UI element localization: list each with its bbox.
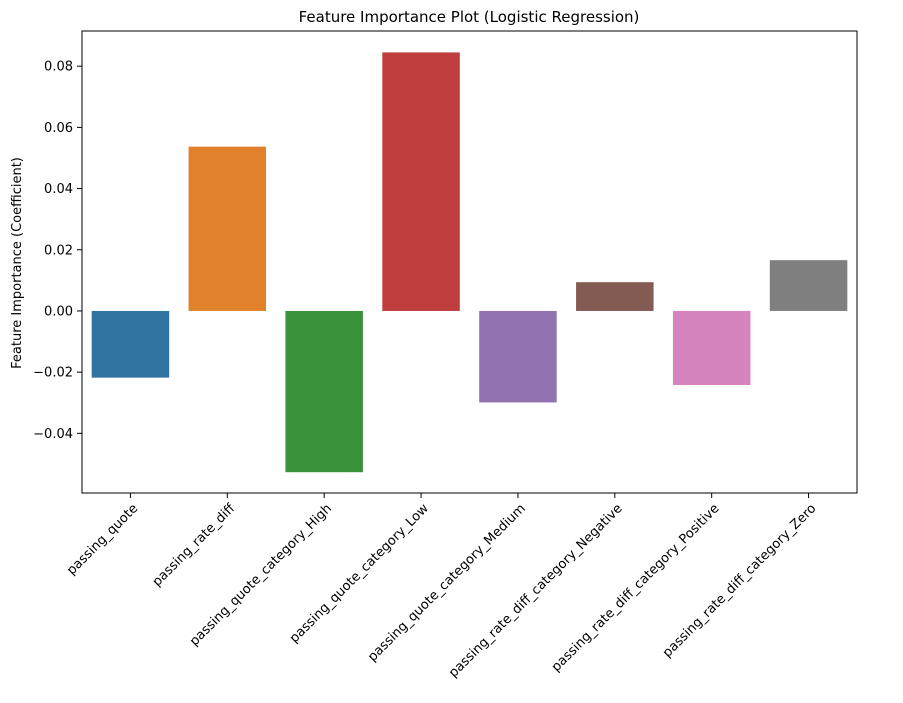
x-tick-label: passing_quote_category_Medium <box>365 501 529 665</box>
bar-passing_quote_category_Low <box>382 52 460 311</box>
bar-passing_quote_category_High <box>285 310 363 473</box>
x-tick-label: passing_quote <box>64 501 141 578</box>
y-tick-label: 0.08 <box>44 60 73 75</box>
y-tick-label: 0.00 <box>44 304 73 319</box>
bar-passing_rate_diff <box>188 146 267 311</box>
y-tick-label: 0.02 <box>44 243 73 258</box>
bar-passing_quote <box>91 310 170 378</box>
y-ticks-group: −0.04 −0.02 0.00 0.02 0.04 0.06 0.08 <box>33 60 82 442</box>
x-tick-label: passing_rate_diff_category_Negative <box>446 501 626 681</box>
bar-passing_quote_category_Medium <box>479 310 557 403</box>
x-tick-label: passing_rate_diff <box>150 500 239 589</box>
y-tick-label: 0.06 <box>44 121 73 136</box>
x-ticks-group: passing_quote passing_rate_diff passing_qu… <box>64 493 819 681</box>
y-tick-label: 0.04 <box>44 182 73 197</box>
y-axis-label: Feature Importance (Coefficient) <box>10 157 25 369</box>
chart-title: Feature Importance Plot (Logistic Regres… <box>299 8 640 26</box>
plot-frame <box>81 30 858 494</box>
y-tick-label: −0.02 <box>33 366 73 381</box>
bar-passing_rate_diff_category_Zero <box>769 260 848 311</box>
x-tick-label: passing_rate_diff_category_Positive <box>549 501 723 675</box>
bar-passing_rate_diff_category_Positive <box>672 310 751 385</box>
y-tick-label: −0.04 <box>33 427 73 442</box>
x-tick-label: passing_rate_diff_category_Zero <box>660 501 819 660</box>
bar-passing_rate_diff_category_Negative <box>576 282 654 311</box>
bars-group <box>91 52 848 473</box>
